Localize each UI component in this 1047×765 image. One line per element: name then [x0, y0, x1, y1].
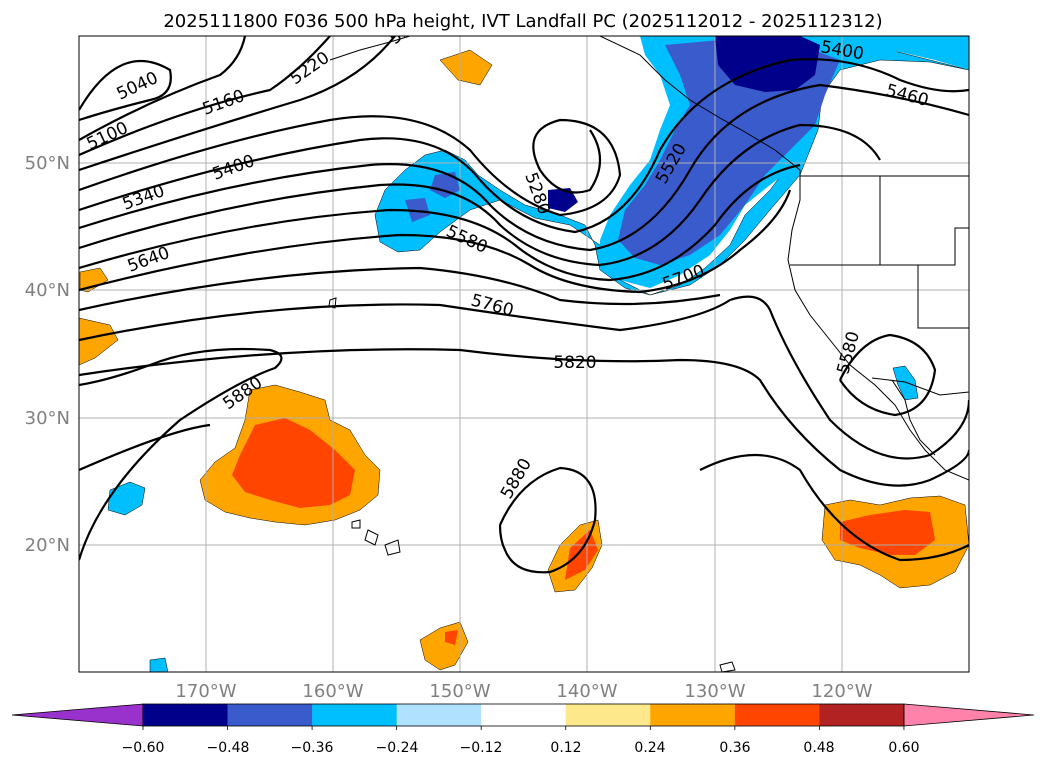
map-frame — [78, 35, 970, 673]
map-panel: 5040 5160 5220 5280 5100 5340 5400 5640 … — [25, 35, 970, 702]
coastlines — [328, 36, 969, 672]
negative-ivt-shading — [107, 36, 969, 672]
latitude-labels: 20°N 30°N 40°N 50°N — [25, 153, 70, 556]
colorbar-swatch — [481, 704, 567, 726]
lat-tick-label: 20°N — [25, 535, 70, 556]
colorbar-tick-label: 0.48 — [803, 740, 834, 756]
colorbar-tick-label: 0.36 — [719, 740, 750, 756]
colorbar-tick-label: 0.60 — [888, 740, 919, 756]
colorbar-tick-label: −0.12 — [460, 740, 503, 756]
colorbar: −0.60 −0.48 −0.36 −0.24 −0.12 0.12 0.24 … — [11, 703, 1035, 756]
colorbar-tick-label: −0.24 — [376, 740, 419, 756]
colorbar-extend-right — [903, 703, 1035, 727]
lon-tick-label: 140°W — [556, 681, 617, 702]
colorbar-swatches — [11, 703, 1035, 730]
colorbar-tick-label: 0.24 — [634, 740, 665, 756]
lon-tick-label: 150°W — [429, 681, 490, 702]
colorbar-swatch — [650, 704, 736, 726]
contour-label: 5820 — [553, 353, 596, 373]
colorbar-labels: −0.60 −0.48 −0.36 −0.24 −0.12 0.12 0.24 … — [122, 740, 920, 756]
positive-ivt-shading — [79, 49, 969, 671]
colorbar-swatch — [396, 704, 482, 726]
colorbar-extend-left — [11, 703, 144, 727]
colorbar-swatch — [734, 704, 820, 726]
lat-tick-label: 50°N — [25, 153, 70, 174]
figure-title: 2025111800 F036 500 hPa height, IVT Land… — [163, 11, 882, 32]
colorbar-tick-label: −0.36 — [291, 740, 334, 756]
colorbar-outline — [142, 703, 905, 727]
map-background — [79, 36, 969, 672]
colorbar-swatch — [227, 704, 313, 726]
colorbar-swatch — [819, 704, 905, 726]
lon-tick-label: 130°W — [684, 681, 745, 702]
lon-tick-label: 170°W — [175, 681, 236, 702]
longitude-labels: 170°W 160°W 150°W 140°W 130°W 120°W — [175, 681, 872, 702]
lat-tick-label: 40°N — [25, 280, 70, 301]
colorbar-tick-label: 0.12 — [550, 740, 581, 756]
height-contours — [79, 36, 969, 574]
colorbar-tick-label: −0.48 — [207, 740, 250, 756]
colorbar-tick-label: −0.60 — [122, 740, 165, 756]
colorbar-swatch — [312, 704, 398, 726]
lon-tick-label: 120°W — [811, 681, 872, 702]
colorbar-swatch — [565, 704, 651, 726]
lon-tick-label: 160°W — [302, 681, 363, 702]
lat-tick-label: 30°N — [25, 408, 70, 429]
colorbar-swatch — [143, 704, 229, 726]
